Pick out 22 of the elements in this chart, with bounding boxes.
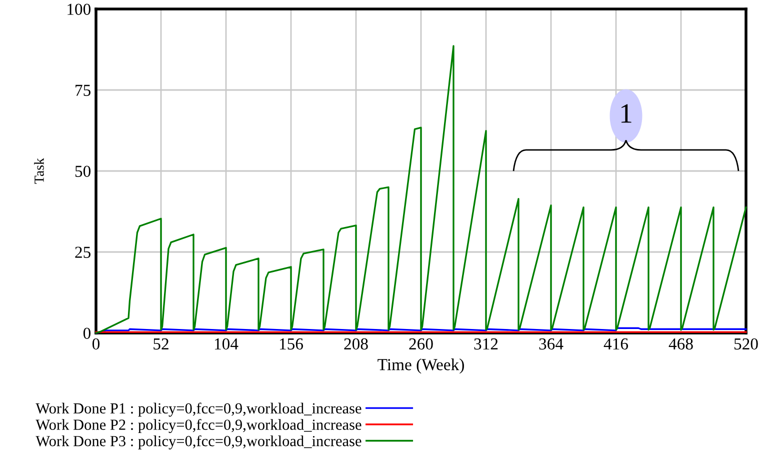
x-tick-label: 364 [539, 338, 564, 350]
x-tick-label: 156 [280, 338, 304, 350]
y-tick-label: 100 [68, 4, 91, 15]
x-tick-label: 520 [734, 338, 758, 350]
x-axis-title: Time (Week) [378, 358, 464, 374]
legend-label: Work Done P3 : policy=0,fcc=0,9,workload_increase [36, 435, 362, 450]
x-tick-label: 312 [474, 338, 498, 350]
x-tick-label: 208 [344, 338, 368, 350]
y-tick-label: 0 [83, 328, 91, 339]
legend-label: Work Done P2 : policy=0,fcc=0,9,workload_increase [36, 418, 362, 434]
x-tick-label: 104 [214, 338, 238, 350]
annotation: 1 [622, 104, 632, 123]
x-tick-label: 468 [668, 338, 693, 350]
y-tick-label: 25 [75, 246, 90, 258]
x-tick-label: 260 [409, 338, 433, 350]
x-tick-label: 416 [604, 338, 628, 350]
y-tick-label: 50 [75, 166, 91, 177]
x-tick-label: 0 [92, 338, 100, 350]
x-tick-label: 52 [154, 338, 168, 350]
y-tick-label: 75 [76, 84, 90, 96]
y-axis-title: Task [34, 158, 44, 184]
legend-label: Work Done P1 : policy=0,fcc=0,9,workload_increase [36, 402, 362, 417]
